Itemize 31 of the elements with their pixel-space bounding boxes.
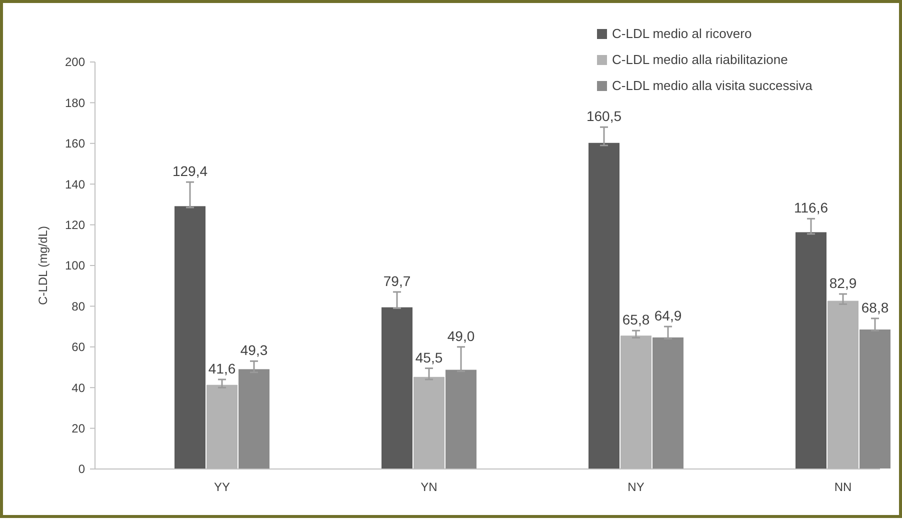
y-tick-label: 60 (72, 340, 86, 354)
data-label: 129,4 (172, 163, 208, 180)
x-tick-label: YY (214, 480, 230, 494)
y-tick-label: 200 (64, 55, 86, 70)
y-tick-label: 20 (72, 422, 86, 436)
y-tick-label: 0 (78, 462, 86, 476)
y-tick-label: 180 (64, 96, 86, 110)
legend-label: C-LDL medio alla riabilitazione (612, 52, 788, 67)
x-tick-label: YN (420, 480, 438, 494)
data-label: 49,0 (447, 328, 475, 344)
legend-label: C-LDL medio alla visita successiva (612, 78, 814, 93)
x-tick-label: NN (834, 480, 852, 494)
y-tick-label: 40 (72, 380, 86, 395)
y-tick-label: 100 (64, 258, 86, 273)
data-label: 160,5 (586, 108, 622, 124)
x-tick-label: NY (628, 480, 644, 494)
data-label: 68,8 (861, 299, 889, 316)
data-label: 49,3 (240, 342, 268, 358)
data-label: 64,9 (654, 308, 682, 324)
data-label: 116,6 (794, 200, 828, 216)
y-tick-label: 140 (64, 177, 86, 192)
legend-label: C-LDL medio al ricovero (612, 26, 752, 41)
y-tick-label: 120 (64, 218, 86, 232)
y-tick-label: 160 (64, 136, 86, 151)
y-axis-title: C-LDL (mg/dL) (36, 226, 50, 305)
y-tick-label: 80 (72, 299, 86, 314)
data-label: 82,9 (829, 274, 857, 291)
data-label: 65,8 (622, 312, 650, 328)
data-label: 79,7 (383, 272, 411, 289)
data-label: 41,6 (208, 360, 236, 376)
data-label: 45,5 (415, 349, 443, 366)
